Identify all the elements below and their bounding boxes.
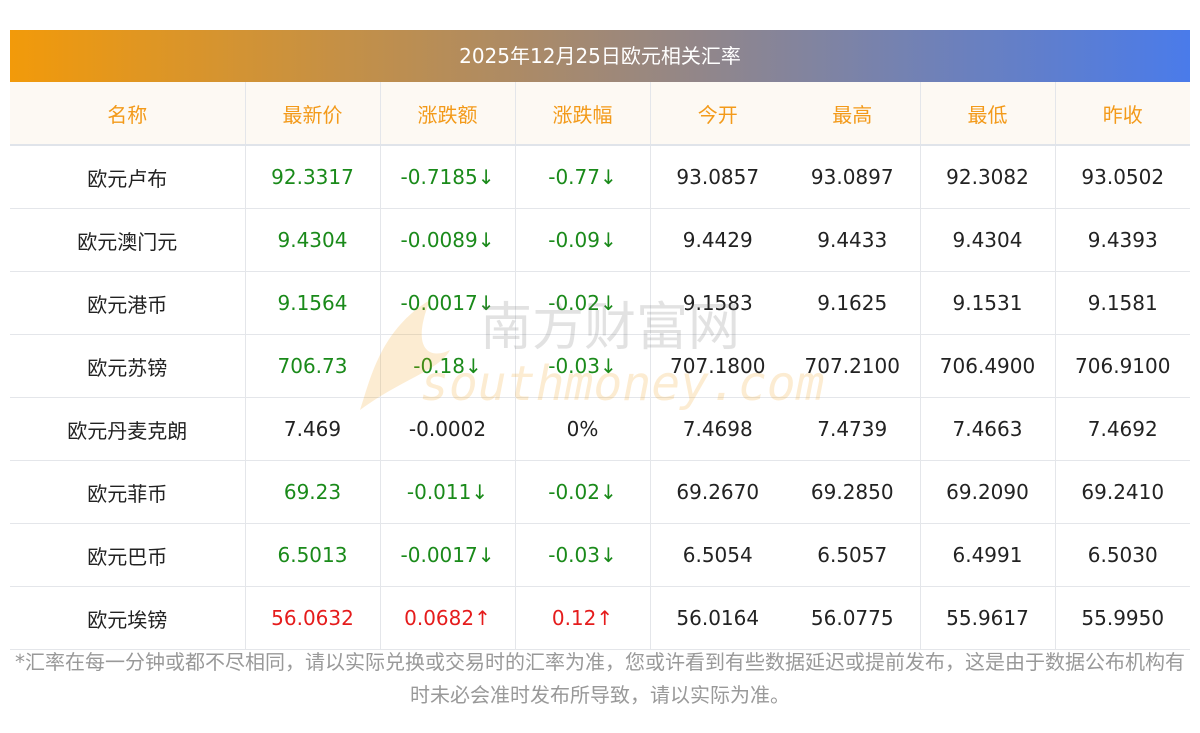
column-header: 今开 (650, 82, 785, 146)
low: 9.4304 (920, 208, 1056, 272)
latest-price: 706.73 (245, 334, 381, 398)
open: 6.5054 (650, 523, 785, 587)
disclaimer-note: *汇率在每一分钟或都不尽相同，请以实际兑换或交易时的汇率为准，您或许看到有些数据… (15, 650, 1185, 707)
high: 56.0775 (785, 586, 921, 650)
low: 6.4991 (920, 523, 1056, 587)
latest-price: 7.469 (245, 397, 381, 461)
change-amount: -0.0017↓ (380, 523, 516, 587)
change-amount: -0.0017↓ (380, 271, 516, 335)
open: 9.1583 (650, 271, 785, 335)
prev-close: 6.5030 (1055, 523, 1190, 587)
table-row: 欧元港币 9.1564 -0.0017↓ -0.02↓ 9.1583 9.1625 9.15… (10, 271, 1190, 335)
change-percent: 0% (515, 397, 651, 461)
column-header: 昨收 (1055, 82, 1190, 146)
currency-name: 欧元港币 (10, 271, 246, 335)
high: 9.1625 (785, 271, 921, 335)
latest-price: 9.4304 (245, 208, 381, 272)
change-percent: -0.03↓ (515, 334, 651, 398)
low: 55.9617 (920, 586, 1056, 650)
low: 92.3082 (920, 145, 1056, 209)
prev-close: 706.9100 (1055, 334, 1190, 398)
currency-name: 欧元卢布 (10, 145, 246, 209)
table-row: 欧元菲币 69.23 -0.011↓ -0.02↓ 69.2670 69.2850 69.2… (10, 460, 1190, 524)
table-row: 欧元苏镑 706.73 -0.18↓ -0.03↓ 707.1800 707.2100 70… (10, 334, 1190, 398)
change-amount: -0.011↓ (380, 460, 516, 524)
change-percent: -0.02↓ (515, 271, 651, 335)
change-amount: -0.0089↓ (380, 208, 516, 272)
column-header: 名称 (10, 82, 246, 146)
table-row: 欧元巴币 6.5013 -0.0017↓ -0.03↓ 6.5054 6.5057 6.49… (10, 523, 1190, 587)
high: 6.5057 (785, 523, 921, 587)
column-header: 涨跌幅 (515, 82, 651, 146)
currency-name: 欧元菲币 (10, 460, 246, 524)
high: 7.4739 (785, 397, 921, 461)
high: 93.0897 (785, 145, 921, 209)
open: 707.1800 (650, 334, 785, 398)
table-row: 欧元丹麦克朗 7.469 -0.0002 0% 7.4698 7.4739 7.4663 7.… (10, 397, 1190, 461)
currency-name: 欧元苏镑 (10, 334, 246, 398)
prev-close: 55.9950 (1055, 586, 1190, 650)
high: 69.2850 (785, 460, 921, 524)
change-percent: 0.12↑ (515, 586, 651, 650)
exchange-rate-table: 名称 最新价 涨跌额 涨跌幅 今开 最高 最低 昨收 欧元卢布 92.3317 -0.7185↓ -… (10, 82, 1190, 650)
change-amount: 0.0682↑ (380, 586, 516, 650)
change-amount: -0.18↓ (380, 334, 516, 398)
low: 7.4663 (920, 397, 1056, 461)
open: 7.4698 (650, 397, 785, 461)
low: 706.4900 (920, 334, 1056, 398)
table-row: 欧元卢布 92.3317 -0.7185↓ -0.77↓ 93.0857 93.0897 9… (10, 145, 1190, 209)
high: 707.2100 (785, 334, 921, 398)
table-header: 名称 最新价 涨跌额 涨跌幅 今开 最高 最低 昨收 (10, 82, 1190, 146)
latest-price: 9.1564 (245, 271, 381, 335)
open: 69.2670 (650, 460, 785, 524)
page-title: 2025年12月25日欧元相关汇率 (10, 30, 1190, 82)
change-percent: -0.77↓ (515, 145, 651, 209)
prev-close: 9.1581 (1055, 271, 1190, 335)
currency-name: 欧元澳门元 (10, 208, 246, 272)
latest-price: 56.0632 (245, 586, 381, 650)
low: 69.2090 (920, 460, 1056, 524)
change-percent: -0.03↓ (515, 523, 651, 587)
table-row: 欧元澳门元 9.4304 -0.0089↓ -0.09↓ 9.4429 9.4433 9.4… (10, 208, 1190, 272)
prev-close: 9.4393 (1055, 208, 1190, 272)
change-percent: -0.02↓ (515, 460, 651, 524)
table-row: 欧元埃镑 56.0632 0.0682↑ 0.12↑ 56.0164 56.0775 55.… (10, 586, 1190, 650)
currency-name: 欧元丹麦克朗 (10, 397, 246, 461)
change-percent: -0.09↓ (515, 208, 651, 272)
high: 9.4433 (785, 208, 921, 272)
low: 9.1531 (920, 271, 1056, 335)
currency-name: 欧元埃镑 (10, 586, 246, 650)
open: 93.0857 (650, 145, 785, 209)
currency-name: 欧元巴币 (10, 523, 246, 587)
prev-close: 93.0502 (1055, 145, 1190, 209)
open: 56.0164 (650, 586, 785, 650)
latest-price: 92.3317 (245, 145, 381, 209)
column-header: 最低 (920, 82, 1056, 146)
latest-price: 69.23 (245, 460, 381, 524)
change-amount: -0.7185↓ (380, 145, 516, 209)
latest-price: 6.5013 (245, 523, 381, 587)
prev-close: 7.4692 (1055, 397, 1190, 461)
column-header: 最新价 (245, 82, 381, 146)
open: 9.4429 (650, 208, 785, 272)
prev-close: 69.2410 (1055, 460, 1190, 524)
column-header: 最高 (785, 82, 921, 146)
change-amount: -0.0002 (380, 397, 516, 461)
column-header: 涨跌额 (380, 82, 516, 146)
